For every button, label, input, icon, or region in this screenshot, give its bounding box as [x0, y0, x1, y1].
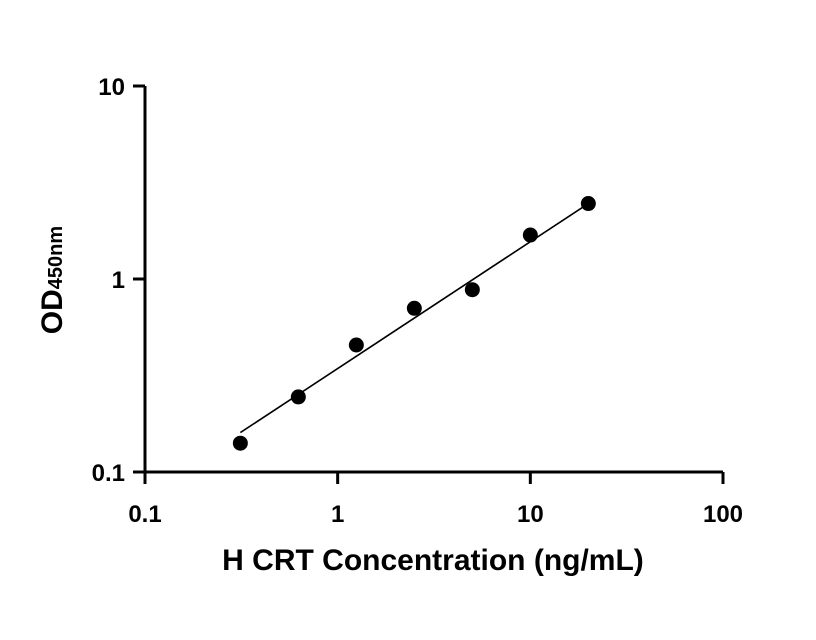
x-tick-labels: 0.1 1 10 100 — [128, 501, 743, 528]
axes — [133, 84, 725, 484]
data-point — [232, 435, 248, 451]
x-tick-label: 10 — [517, 501, 544, 528]
data-point — [290, 389, 306, 405]
data-points — [232, 196, 596, 451]
y-axis-title-main: OD — [36, 289, 69, 334]
y-axis-title: OD450nm — [36, 226, 69, 334]
y-tick-label: 0.1 — [92, 460, 125, 487]
x-tick-label: 100 — [703, 501, 743, 528]
y-tick-labels: 0.1 1 10 — [92, 74, 125, 487]
data-point — [464, 282, 480, 298]
data-point — [348, 337, 364, 353]
x-tick-label: 1 — [331, 501, 344, 528]
y-tick-label: 1 — [112, 267, 125, 294]
x-axis-title: H CRT Concentration (ng/mL) — [222, 544, 644, 577]
data-point — [580, 196, 596, 212]
data-point — [522, 227, 538, 243]
y-tick-label: 10 — [98, 74, 125, 101]
data-point — [406, 300, 422, 316]
x-tick-label: 0.1 — [128, 501, 161, 528]
y-axis-title-subscript: 450nm — [45, 226, 67, 289]
